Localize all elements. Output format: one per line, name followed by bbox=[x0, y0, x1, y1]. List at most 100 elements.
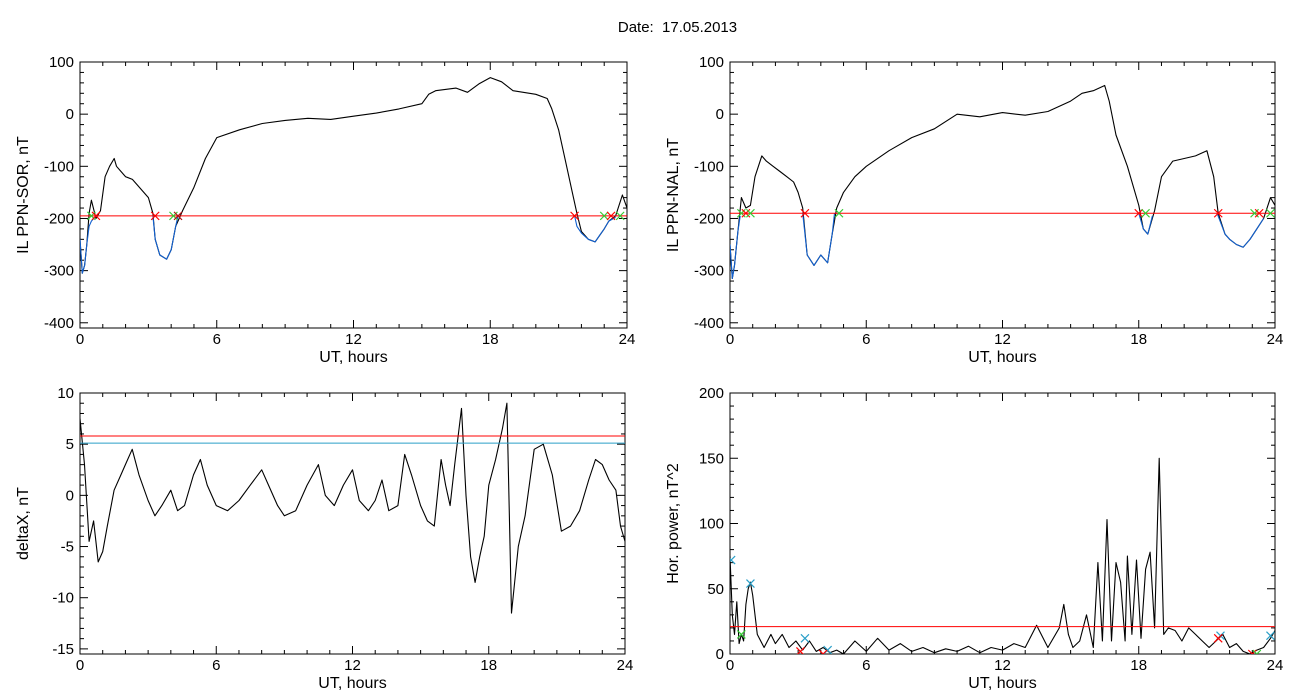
y-tick-label: 0 bbox=[66, 106, 74, 123]
y-tick-label: 100 bbox=[699, 54, 724, 71]
y-tick-label: 150 bbox=[699, 450, 724, 467]
cross-marker-stroke bbox=[1134, 208, 1144, 218]
series-line-blue-5 bbox=[1216, 213, 1265, 248]
cross-marker-green bbox=[599, 211, 609, 221]
series-line-black-1 bbox=[80, 77, 627, 274]
x-tick-label: 0 bbox=[726, 657, 734, 674]
cross-marker-green bbox=[615, 211, 625, 221]
x-tick-label: 18 bbox=[1130, 331, 1147, 348]
plot-frame bbox=[729, 61, 1276, 329]
cross-marker-stroke bbox=[173, 211, 183, 221]
cross-marker-red bbox=[1213, 208, 1223, 218]
cross-marker-stroke bbox=[1247, 649, 1254, 654]
cross-marker-green bbox=[1141, 208, 1150, 218]
cross-marker-stroke bbox=[746, 208, 755, 218]
y-tick-label: -300 bbox=[44, 263, 74, 280]
cross-marker-red bbox=[91, 211, 101, 221]
x-axis-label: UT, hours bbox=[319, 349, 387, 366]
cross-marker-red bbox=[1254, 208, 1264, 218]
y-axis-label: Hor. power, nT^2 bbox=[665, 463, 682, 584]
y-tick-label: 0 bbox=[66, 487, 74, 504]
y-tick-label: 0 bbox=[716, 646, 724, 663]
cross-marker-red bbox=[818, 649, 828, 654]
plot-data bbox=[730, 457, 1275, 654]
y-tick-label: -400 bbox=[694, 315, 724, 332]
y-tick-label: 100 bbox=[49, 54, 74, 71]
y-tick-label: -400 bbox=[44, 315, 74, 332]
chart-panel-2: 0 6 12 18 24 -400 -300 -200 -100 0 100 UT, hours IL … bbox=[665, 54, 1283, 366]
cross-marker-stroke bbox=[606, 211, 616, 221]
x-axis-label: UT, hours bbox=[968, 349, 1036, 366]
x-tick-label: 6 bbox=[213, 331, 221, 348]
cross-marker-stroke bbox=[1254, 208, 1264, 218]
cross-marker-stroke bbox=[796, 646, 805, 654]
cross-marker-stroke bbox=[91, 211, 101, 221]
x-tick-label: 24 bbox=[619, 331, 636, 348]
x-tick-label: 18 bbox=[482, 331, 499, 348]
x-tick-label: 0 bbox=[76, 657, 84, 674]
y-tick-label: -100 bbox=[44, 158, 74, 175]
x-tick-label: 24 bbox=[1267, 331, 1284, 348]
cross-marker-stroke bbox=[834, 208, 844, 218]
chart-panel-4: 0 6 12 18 24 0 50 100 150 200 UT, hours Hor. power,… bbox=[665, 385, 1283, 692]
cross-marker-stroke bbox=[1266, 631, 1275, 641]
cross-marker-red bbox=[1134, 208, 1144, 218]
plot-data bbox=[80, 77, 627, 274]
cross-marker-red bbox=[570, 211, 580, 221]
cross-marker-green bbox=[834, 208, 844, 218]
y-axis-label: deltaX, nT bbox=[15, 487, 32, 560]
plot-frame bbox=[79, 61, 628, 329]
x-tick-label: 12 bbox=[345, 331, 362, 348]
cross-marker-stroke bbox=[746, 579, 755, 588]
chart-panel-3: 0 6 12 18 24 -15 -10 -5 0 5 10 UT, hours deltaX, nT bbox=[15, 385, 633, 692]
x-axis-label: UT, hours bbox=[318, 675, 386, 692]
cross-marker-stroke bbox=[800, 633, 810, 643]
cross-marker-green bbox=[1266, 208, 1275, 218]
series-line-black-1 bbox=[730, 457, 1275, 654]
cross-marker-stroke bbox=[818, 649, 824, 654]
y-axis-label: IL PPN-NAL, nT bbox=[665, 138, 682, 252]
y-tick-label: 5 bbox=[66, 436, 74, 453]
cross-marker-stroke bbox=[615, 211, 625, 221]
cross-marker-stroke bbox=[1213, 633, 1223, 643]
x-tick-label: 18 bbox=[1130, 657, 1147, 674]
x-tick-label: 6 bbox=[212, 657, 220, 674]
cross-marker-green bbox=[746, 208, 755, 218]
y-tick-label: -200 bbox=[694, 210, 724, 227]
series-line-blue-3 bbox=[802, 213, 836, 266]
cross-marker-stroke bbox=[736, 630, 746, 639]
x-tick-label: 18 bbox=[480, 657, 497, 674]
cross-marker-stroke bbox=[1141, 208, 1150, 218]
chart-panel-1: 0 6 12 18 24 -400 -300 -200 -100 0 100 UT, hours IL … bbox=[15, 54, 635, 366]
y-tick-label: -300 bbox=[694, 263, 724, 280]
cross-marker-cyan bbox=[1266, 631, 1275, 641]
x-tick-label: 12 bbox=[994, 331, 1011, 348]
series-line-blue-3 bbox=[152, 215, 179, 260]
cross-marker-stroke bbox=[570, 211, 580, 221]
cross-marker-red bbox=[800, 208, 810, 218]
cross-marker-stroke bbox=[800, 208, 810, 218]
cross-marker-stroke bbox=[599, 211, 609, 221]
cross-marker-stroke bbox=[150, 211, 160, 221]
y-tick-label: -15 bbox=[52, 641, 74, 658]
series-line-blue-4 bbox=[574, 215, 616, 243]
cross-marker-stroke bbox=[1252, 649, 1258, 654]
figure-title: Date: 17.05.2013 bbox=[617, 19, 738, 36]
series-line-blue-2 bbox=[730, 215, 741, 280]
series-line-blue-2 bbox=[80, 218, 95, 274]
x-tick-label: 24 bbox=[617, 657, 634, 674]
y-tick-label: 0 bbox=[716, 106, 724, 123]
plot-frame bbox=[79, 392, 626, 655]
cross-marker-red bbox=[606, 211, 616, 221]
cross-marker-green bbox=[736, 630, 746, 639]
cross-marker-green bbox=[1252, 649, 1262, 654]
y-axis-label: IL PPN-SOR, nT bbox=[15, 136, 32, 254]
y-tick-label: -5 bbox=[61, 539, 74, 556]
x-tick-label: 12 bbox=[344, 657, 361, 674]
cross-marker-cyan bbox=[730, 555, 736, 565]
cross-marker-stroke bbox=[730, 555, 736, 563]
cross-marker-red bbox=[150, 211, 160, 221]
y-tick-label: -100 bbox=[694, 158, 724, 175]
cross-marker-red bbox=[795, 646, 805, 654]
x-tick-label: 24 bbox=[1267, 657, 1284, 674]
